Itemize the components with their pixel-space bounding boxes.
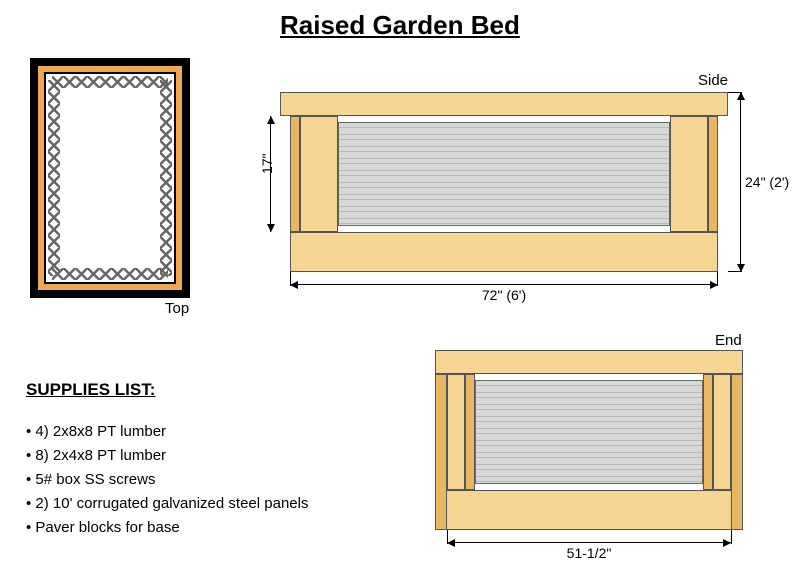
dim-24in: 24" (2') (740, 92, 741, 272)
top-view-label: Top (165, 300, 189, 317)
supply-item: 8) 2x4x8 PT lumber (26, 444, 406, 468)
supply-item: 2) 10' corrugated galvanized steel panel… (26, 492, 406, 516)
end-view-label: End (715, 332, 742, 349)
side-view-label: Side (698, 72, 728, 89)
dim-17in: 17" (270, 116, 271, 232)
page-title: Raised Garden Bed (280, 10, 520, 41)
supply-item: Paver blocks for base (26, 516, 406, 540)
top-view-diagram (30, 58, 190, 298)
supplies-heading: SUPPLIES LIST: (26, 380, 406, 400)
side-view-diagram (280, 92, 728, 272)
dim-72in: 72" (6') (290, 284, 718, 285)
end-view-diagram (435, 350, 743, 530)
supplies-list: SUPPLIES LIST: 4) 2x8x8 PT lumber 8) 2x4… (26, 380, 406, 540)
dim-51in: 51-1/2" (447, 542, 731, 543)
supply-item: 5# box SS screws (26, 468, 406, 492)
supply-item: 4) 2x8x8 PT lumber (26, 420, 406, 444)
